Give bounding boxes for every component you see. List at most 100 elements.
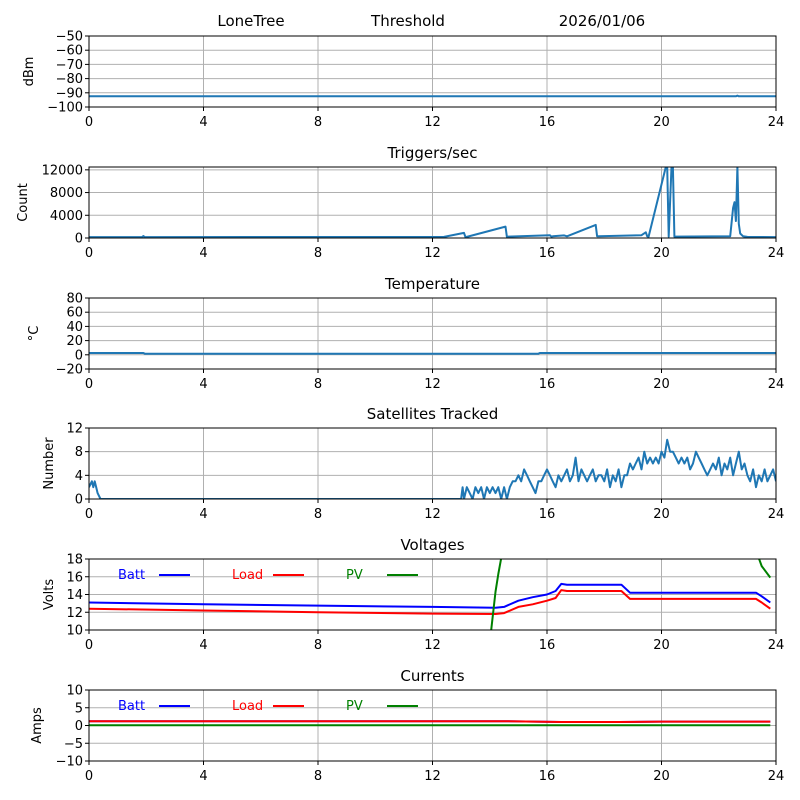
header-date: 2026/01/06 xyxy=(559,12,645,30)
legend-label-pv: PV xyxy=(346,699,363,714)
y-tick-label: 12 xyxy=(66,606,83,621)
y-tick-label: 5 xyxy=(75,701,83,716)
x-tick-label: 16 xyxy=(539,377,556,392)
y-tick-label: 10 xyxy=(66,624,83,639)
y-axis-label: Number xyxy=(42,437,57,490)
y-axis-label: dBm xyxy=(22,57,37,87)
series-group xyxy=(89,559,772,630)
x-tick-label: 8 xyxy=(314,769,322,784)
y-tick-label: −50 xyxy=(56,30,83,45)
series-group xyxy=(89,438,776,499)
series-group xyxy=(89,352,776,355)
y-tick-label: 4 xyxy=(75,469,83,484)
y-axis-label: Count xyxy=(16,183,31,222)
series-line-pv xyxy=(758,559,772,579)
x-tick-label: 20 xyxy=(653,246,670,261)
panel-currents: Batt Load PV 0 4 8 12 16 20 24 −10 −5 0 5 10 Amps Curren… xyxy=(30,667,784,784)
x-tick-label: 12 xyxy=(424,115,441,130)
x-tick-label: 12 xyxy=(424,638,441,653)
y-tick-label: 16 xyxy=(66,570,83,585)
x-tick-label: 4 xyxy=(199,638,207,653)
x-tick-label: 20 xyxy=(653,377,670,392)
panel-title: Currents xyxy=(400,667,464,685)
legend-label-batt: Batt xyxy=(118,699,145,714)
y-tick-label: 0 xyxy=(75,493,83,508)
y-axis-label: Volts xyxy=(42,579,57,611)
series-line-pv xyxy=(490,559,503,630)
header-mode: Threshold xyxy=(370,12,445,30)
x-tick-label: 8 xyxy=(314,246,322,261)
series-group xyxy=(89,167,776,238)
x-tick-label: 16 xyxy=(539,115,556,130)
x-tick-label: 0 xyxy=(85,507,93,522)
y-tick-label: 20 xyxy=(66,334,83,349)
y-tick-label: −5 xyxy=(64,737,83,752)
x-tick-label: 12 xyxy=(424,769,441,784)
panel-satellites: 0 4 8 12 16 20 24 0 4 8 12 Number Satellites Tracked xyxy=(42,405,784,522)
x-tick-label: 4 xyxy=(199,769,207,784)
panel-title: Temperature xyxy=(384,275,480,293)
x-tick-label: 4 xyxy=(199,115,207,130)
y-tick-label: 12 xyxy=(66,422,83,437)
series-line-temperature xyxy=(89,352,776,355)
panel-title: Satellites Tracked xyxy=(367,405,498,423)
series-line-batt xyxy=(89,582,771,609)
y-tick-label: −20 xyxy=(56,363,83,378)
y-tick-label: 8000 xyxy=(50,186,83,201)
y-tick-label: −70 xyxy=(56,58,83,73)
x-tick-label: 24 xyxy=(768,115,785,130)
y-tick-label: 10 xyxy=(66,684,83,699)
series-line-satellites xyxy=(89,438,776,499)
y-tick-label: 0 xyxy=(75,348,83,363)
x-tick-label: 0 xyxy=(85,769,93,784)
x-tick-label: 4 xyxy=(199,246,207,261)
y-tick-label: −60 xyxy=(56,44,83,59)
y-tick-label: 80 xyxy=(66,292,83,307)
y-tick-label: 14 xyxy=(66,588,83,603)
y-tick-label: −80 xyxy=(56,72,83,87)
y-tick-label: −90 xyxy=(56,86,83,101)
y-tick-label: 8 xyxy=(75,445,83,460)
y-tick-label: 0 xyxy=(75,719,83,734)
x-tick-label: 24 xyxy=(768,246,785,261)
series-group xyxy=(89,720,771,727)
x-tick-label: 8 xyxy=(314,638,322,653)
x-tick-label: 24 xyxy=(768,638,785,653)
y-tick-label: −100 xyxy=(47,101,83,116)
x-tick-label: 12 xyxy=(424,377,441,392)
panel-title: Triggers/sec xyxy=(387,144,478,162)
legend-label-load: Load xyxy=(232,568,263,583)
legend-label-load: Load xyxy=(232,699,263,714)
y-tick-label: 60 xyxy=(66,306,83,321)
y-axis-label: °C xyxy=(27,326,42,342)
x-tick-label: 16 xyxy=(539,507,556,522)
x-tick-label: 20 xyxy=(653,638,670,653)
x-tick-label: 4 xyxy=(199,507,207,522)
y-axis-label: Amps xyxy=(30,707,45,744)
x-tick-label: 16 xyxy=(539,246,556,261)
panel-signal: 0 4 8 12 16 20 24 −100−90−80−70−60−50 dBm xyxy=(22,30,784,131)
x-tick-label: 12 xyxy=(424,507,441,522)
x-tick-label: 20 xyxy=(653,115,670,130)
series-line-load xyxy=(89,589,771,615)
x-tick-label: 20 xyxy=(653,507,670,522)
x-tick-label: 8 xyxy=(314,507,322,522)
series-line-load xyxy=(89,720,771,723)
y-tick-label: 40 xyxy=(66,320,83,335)
y-tick-label: 18 xyxy=(66,553,83,568)
series-line-dbm xyxy=(89,94,776,98)
panel-triggers: 0 4 8 12 16 20 24 0 4000 8000 12000 Count Triggers/s… xyxy=(16,144,784,261)
x-tick-label: 0 xyxy=(85,115,93,130)
y-tick-label: −10 xyxy=(56,755,83,770)
y-tick-label: 0 xyxy=(75,232,83,247)
panel-voltages: Batt Load PV 0 4 8 12 16 20 24 10 12 14 16 18 Volts Volt… xyxy=(42,536,784,653)
x-tick-label: 16 xyxy=(539,769,556,784)
x-tick-label: 20 xyxy=(653,769,670,784)
y-tick-label: 12000 xyxy=(42,163,83,178)
x-tick-label: 0 xyxy=(85,638,93,653)
series-group xyxy=(89,94,776,98)
y-tick-label: 4000 xyxy=(50,209,83,224)
